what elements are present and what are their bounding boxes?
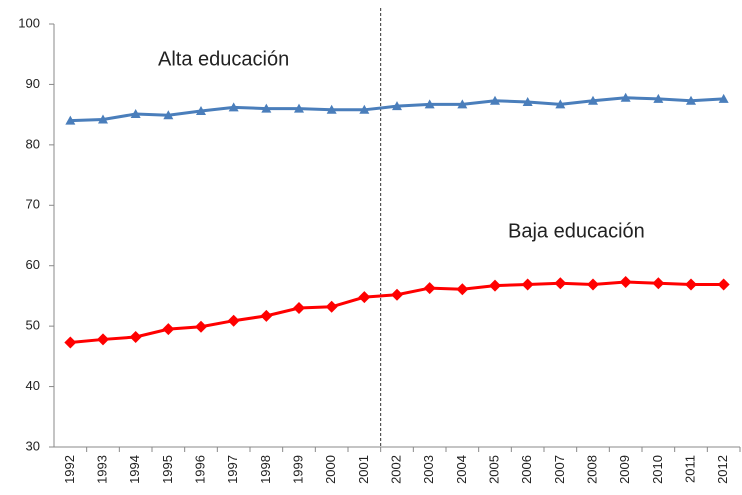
marker <box>554 277 567 290</box>
marker <box>686 95 696 105</box>
x-tick-label: 2008 <box>584 455 599 484</box>
marker <box>359 104 370 114</box>
marker <box>97 333 109 346</box>
y-tick-label: 70 <box>26 197 40 212</box>
y-tick-label: 90 <box>26 76 40 91</box>
x-tick-label: 2005 <box>486 455 501 484</box>
marker <box>391 288 403 301</box>
marker <box>619 276 632 289</box>
x-tick-label: 1997 <box>225 455 240 484</box>
x-tick-label: 2009 <box>617 455 632 484</box>
marker <box>163 110 174 120</box>
marker <box>423 282 436 295</box>
marker <box>718 93 729 103</box>
marker <box>64 336 77 349</box>
marker <box>228 102 239 112</box>
marker <box>294 103 304 113</box>
marker <box>555 99 566 109</box>
x-tick-label: 2004 <box>454 455 469 484</box>
marker <box>587 278 599 291</box>
x-tick-label: 1994 <box>127 455 142 484</box>
marker <box>685 278 697 291</box>
marker <box>588 95 598 105</box>
y-tick-label: 60 <box>26 257 40 272</box>
y-tick-label: 50 <box>26 318 40 333</box>
marker <box>227 314 240 327</box>
x-tick-label: 1993 <box>94 455 109 484</box>
x-tick-label: 1999 <box>290 455 305 484</box>
marker <box>653 93 664 103</box>
y-tick-label: 100 <box>18 15 40 30</box>
x-tick-label: 1996 <box>192 455 207 484</box>
series-annotation: Baja educación <box>508 220 645 242</box>
marker <box>521 278 534 291</box>
marker <box>260 309 273 322</box>
x-tick-label: 2000 <box>323 455 338 484</box>
y-tick-label: 30 <box>26 438 40 453</box>
x-tick-label: 2012 <box>715 455 730 484</box>
marker <box>162 323 175 336</box>
marker <box>195 320 207 333</box>
marker <box>358 291 371 304</box>
marker <box>196 106 206 116</box>
marker <box>424 99 435 109</box>
marker <box>489 279 501 292</box>
x-tick-label: 1998 <box>258 455 273 484</box>
marker <box>130 109 141 119</box>
marker <box>456 283 469 296</box>
marker <box>522 96 533 106</box>
y-tick-label: 80 <box>26 136 40 151</box>
x-tick-label: 2003 <box>421 455 436 484</box>
marker <box>293 302 305 315</box>
marker <box>98 114 108 124</box>
x-tick-label: 2002 <box>388 455 403 484</box>
marker <box>457 99 468 109</box>
marker <box>65 115 76 125</box>
x-tick-label: 2001 <box>356 455 371 484</box>
x-tick-label: 2006 <box>519 455 534 484</box>
marker <box>717 278 730 291</box>
marker <box>490 95 500 105</box>
marker <box>652 277 665 290</box>
marker <box>326 104 337 114</box>
series-annotation: Alta educación <box>158 48 289 70</box>
x-tick-label: 2007 <box>552 455 567 484</box>
marker <box>261 103 272 113</box>
marker <box>129 331 142 344</box>
marker <box>325 300 338 313</box>
x-tick-label: 1995 <box>160 455 175 484</box>
x-tick-label: 2011 <box>682 455 697 483</box>
marker <box>620 92 631 102</box>
marker <box>392 101 402 111</box>
x-tick-label: 1992 <box>62 455 77 484</box>
y-tick-label: 40 <box>26 378 40 393</box>
x-tick-label: 2010 <box>650 455 665 484</box>
